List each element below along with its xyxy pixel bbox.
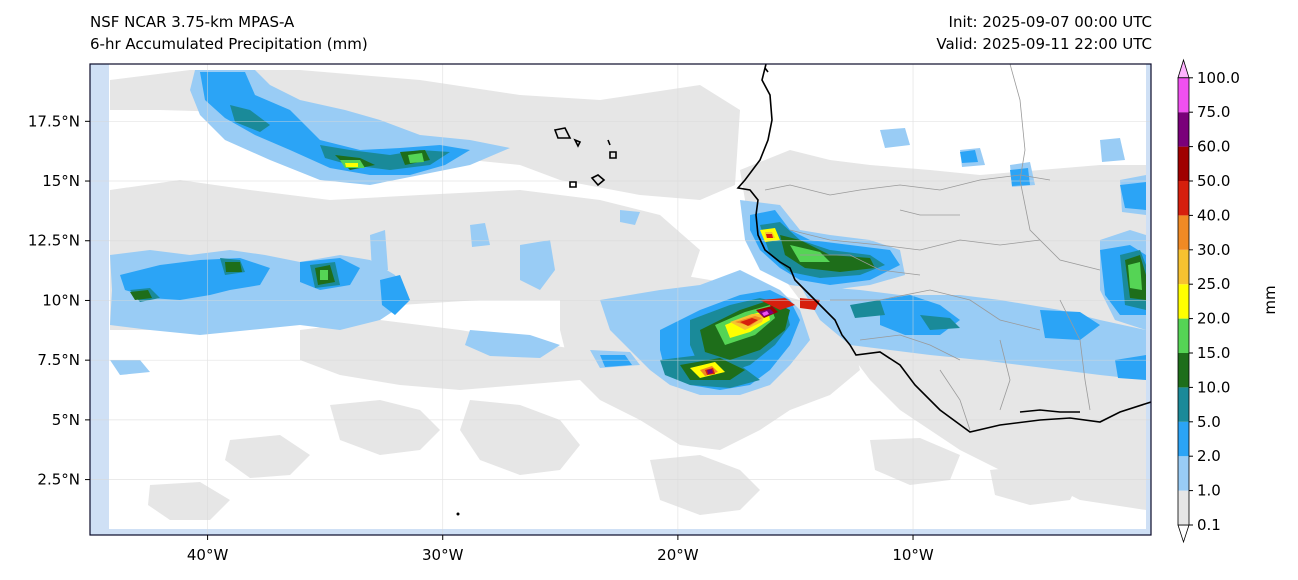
valid-time: Valid: 2025-09-11 22:00 UTC [936,35,1152,53]
colorbar-tick-label: 50.0 [1197,172,1230,190]
colorbar-segment [1178,77,1189,113]
map-panel [90,64,1151,535]
colorbar-tick-label: 2.0 [1197,447,1221,465]
colorbar-segment [1178,112,1189,147]
country-borders [764,64,1101,431]
precip-75mm [762,311,769,316]
colorbar: 0.1 1.0 2.0 5.0 10.0 15.0 20.0 25.0 30.0 40.0 50.0… [1177,58,1240,544]
lon-tick-label: 40°W [187,546,229,564]
colorbar-extend-max [1177,58,1190,79]
colorbar-tick-label: 40.0 [1197,206,1230,224]
lat-tick-label: 7.5°N [37,351,80,369]
colorbar-tick-label: 25.0 [1197,275,1230,293]
colorbar-tick-label: 30.0 [1197,241,1230,259]
lon-tick-label: 20°W [657,546,699,564]
colorbar-tick-label: 0.1 [1197,516,1221,534]
colorbar-outline [1177,77,1190,526]
map-frame [89,63,1152,536]
lat-tick-label: 15°N [42,172,80,190]
lat-tick-label: 12.5°N [28,232,80,250]
colorbar-segment [1178,456,1189,491]
colorbar-segment [1178,353,1189,388]
colorbar-segment [1178,387,1189,422]
lat-tick-label: 10°N [42,291,80,309]
lat-tick-label: 17.5°N [28,112,80,130]
latitude-axis: 2.5°N 5°N 7.5°N 10°N 12.5°N 15°N 17.5°N [28,112,90,489]
colorbar-tick-label: 5.0 [1197,413,1221,431]
colorbar-tick-label: 100.0 [1197,69,1240,87]
island-dot [456,512,460,516]
colorbar-tick-label: 60.0 [1197,138,1230,156]
map-edge-band-east [1146,64,1151,535]
colorbar-tick-label: 1.0 [1197,482,1221,500]
lon-tick-label: 10°W [892,546,934,564]
colorbar-tick-label: 75.0 [1197,103,1230,121]
init-time: Init: 2025-09-07 00:00 UTC [948,13,1152,31]
lon-tick-label: 30°W [422,546,464,564]
map-edge-band-south [90,529,1151,535]
colorbar-segment [1178,318,1189,353]
longitude-axis: 40°W 30°W 20°W 10°W [187,535,934,564]
time-block: Init: 2025-09-07 00:00 UTC Valid: 2025-0… [936,11,1152,55]
colorbar-segment [1178,284,1189,319]
colorbar-tick-label: 20.0 [1197,310,1230,328]
colorbar-segment [1178,421,1189,457]
colorbar-segment [1178,181,1189,216]
colorbar-segment [1178,146,1189,181]
colorbar-tick-label: 15.0 [1197,344,1230,362]
colorbar-tick-label: 10.0 [1197,378,1230,396]
coastline [553,64,1151,433]
title-block: NSF NCAR 3.75-km MPAS-A 6-hr Accumulated… [90,11,368,55]
map-edge-band-west [90,64,109,535]
colorbar-segment [1178,490,1189,525]
model-title: NSF NCAR 3.75-km MPAS-A [90,13,295,31]
lat-tick-label: 5°N [52,411,80,429]
colorbar-extend-min [1177,524,1190,544]
field-title: 6-hr Accumulated Precipitation (mm) [90,35,368,53]
lat-tick-label: 2.5°N [37,471,80,489]
colorbar-unit-label: mm [1261,285,1279,314]
colorbar-segment [1178,215,1189,250]
colorbar-segment [1178,249,1189,285]
graticule [90,64,1151,535]
